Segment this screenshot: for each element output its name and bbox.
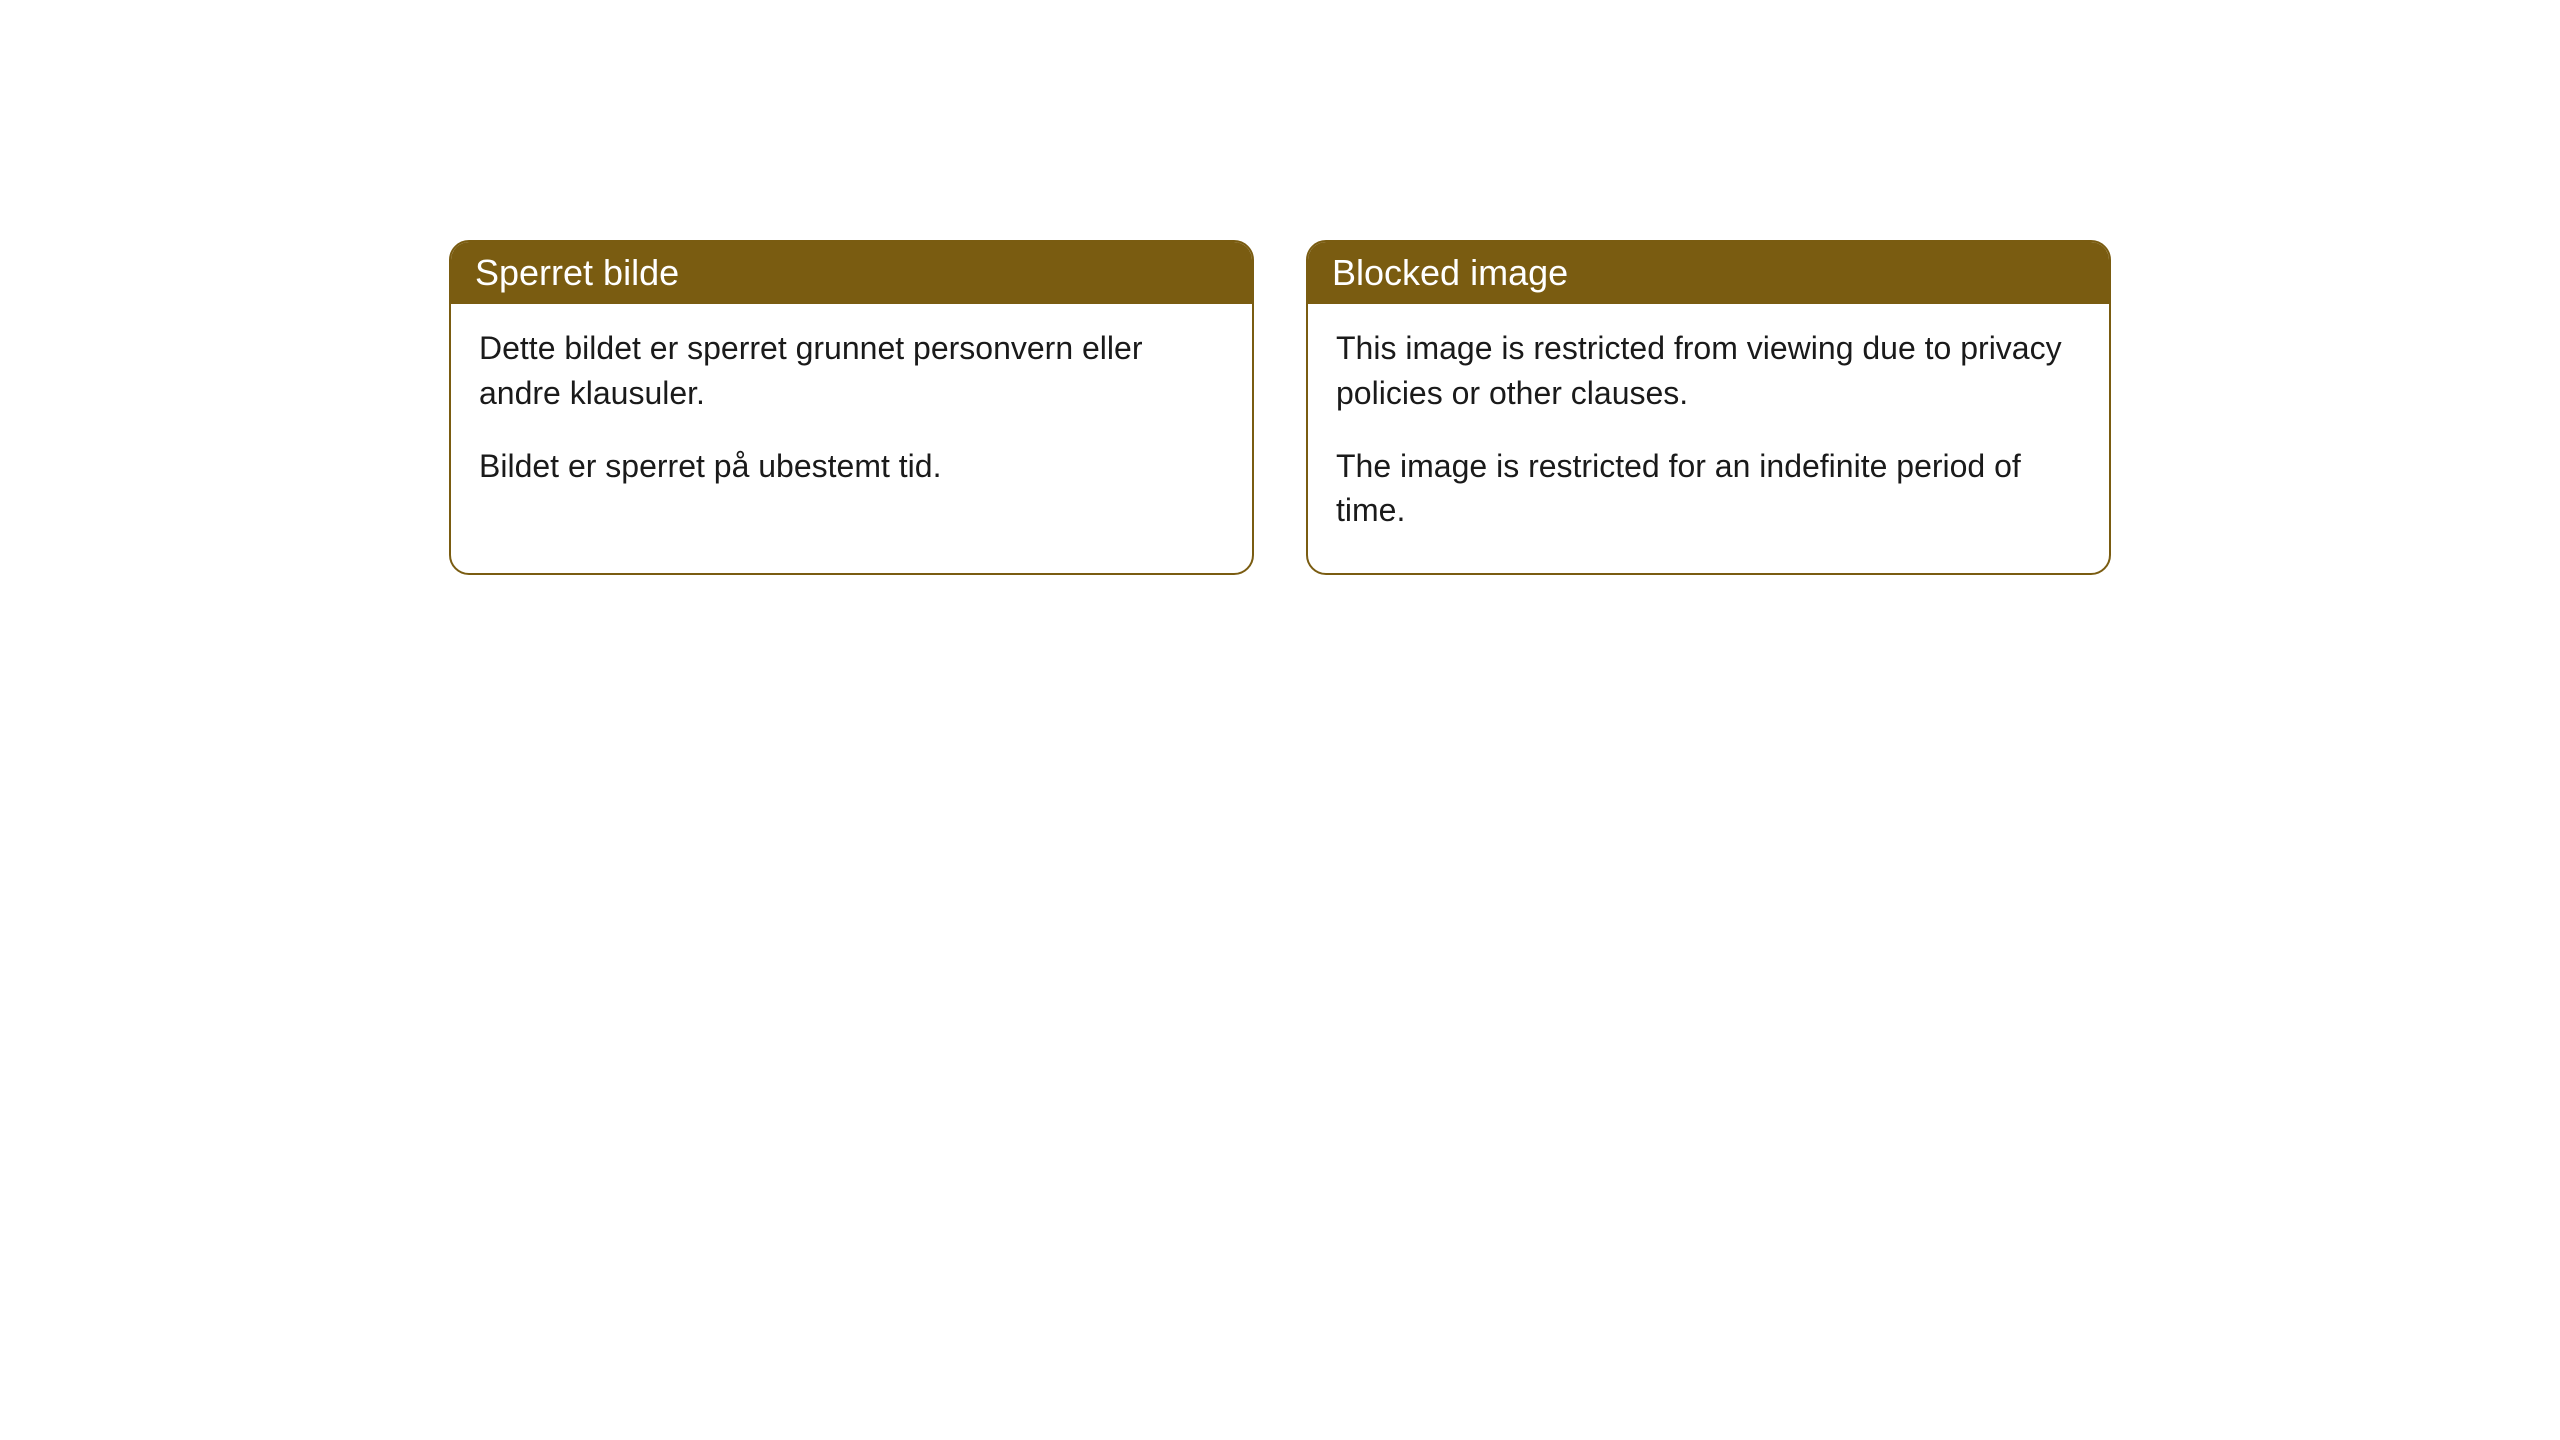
card-paragraph-1-norwegian: Dette bildet er sperret grunnet personve… xyxy=(479,326,1224,416)
card-paragraph-2-norwegian: Bildet er sperret på ubestemt tid. xyxy=(479,444,1224,489)
card-body-norwegian: Dette bildet er sperret grunnet personve… xyxy=(451,304,1252,528)
card-title-english: Blocked image xyxy=(1332,252,1568,293)
card-body-english: This image is restricted from viewing du… xyxy=(1308,304,2109,573)
card-paragraph-1-english: This image is restricted from viewing du… xyxy=(1336,326,2081,416)
card-title-norwegian: Sperret bilde xyxy=(475,252,679,293)
card-header-norwegian: Sperret bilde xyxy=(451,242,1252,304)
notice-cards-container: Sperret bilde Dette bildet er sperret gr… xyxy=(449,240,2111,575)
notice-card-norwegian: Sperret bilde Dette bildet er sperret gr… xyxy=(449,240,1254,575)
card-header-english: Blocked image xyxy=(1308,242,2109,304)
notice-card-english: Blocked image This image is restricted f… xyxy=(1306,240,2111,575)
card-paragraph-2-english: The image is restricted for an indefinit… xyxy=(1336,444,2081,534)
